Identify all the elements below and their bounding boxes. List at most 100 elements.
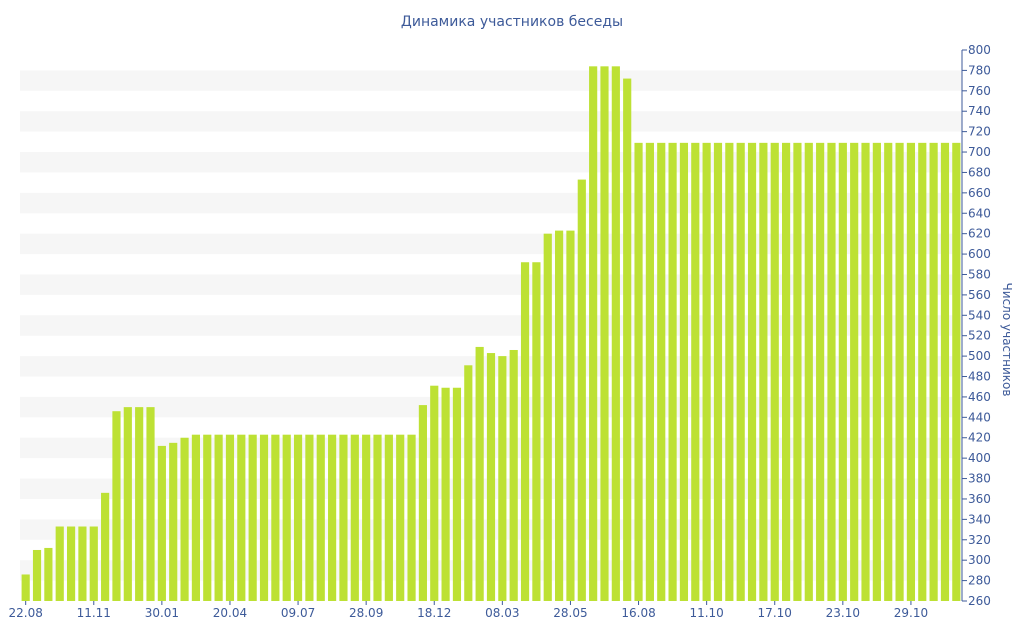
- bar: [169, 442, 178, 601]
- bar: [623, 78, 632, 601]
- bar: [782, 142, 791, 601]
- bar: [32, 549, 42, 601]
- bar: [146, 407, 155, 601]
- y-tick-label: 600: [968, 247, 991, 261]
- bar: [441, 387, 450, 601]
- bar: [611, 66, 620, 601]
- bar: [135, 407, 144, 601]
- bar: [634, 142, 643, 601]
- y-tick-label: 760: [968, 84, 991, 98]
- y-tick-label: 700: [968, 145, 991, 159]
- bar: [509, 349, 518, 601]
- bar: [214, 434, 223, 601]
- x-tick-label: 08.03: [485, 606, 519, 620]
- y-tick-label: 400: [968, 451, 991, 465]
- bar: [384, 434, 393, 601]
- bar: [430, 385, 439, 601]
- x-tick-label: 18.12: [417, 606, 451, 620]
- bar: [895, 142, 904, 601]
- y-tick-label: 500: [968, 349, 991, 363]
- x-tick-label: 09.07: [281, 606, 315, 620]
- bar: [702, 142, 711, 601]
- y-tick-label: 300: [968, 553, 991, 567]
- bar: [157, 445, 166, 601]
- bar: [259, 434, 269, 601]
- bar: [543, 233, 552, 602]
- x-axis-ticks: 22.08 11.11 30.01 20.04 09.07 28.09 18.12 08.03…: [8, 601, 928, 620]
- bar: [691, 142, 700, 601]
- x-tick-label: 28.05: [553, 606, 587, 620]
- bar: [282, 434, 291, 601]
- bar: [271, 434, 280, 601]
- bar: [55, 526, 64, 601]
- bar: [566, 230, 575, 602]
- y-tick-label: 660: [968, 186, 991, 200]
- bar: [589, 66, 598, 601]
- bar: [736, 142, 745, 601]
- bar: [475, 346, 484, 601]
- bar: [555, 230, 564, 602]
- bar: [668, 142, 677, 601]
- bar: [759, 142, 768, 601]
- x-tick-label: 11.10: [689, 606, 723, 620]
- bar: [600, 66, 609, 601]
- bar: [293, 434, 303, 601]
- y-tick-label: 540: [968, 308, 991, 322]
- y-tick-label: 260: [968, 594, 991, 608]
- bar: [452, 387, 462, 601]
- bar: [850, 142, 859, 601]
- bar: [872, 142, 881, 601]
- bar: [316, 434, 325, 601]
- bar: [838, 142, 847, 601]
- y-tick-label: 480: [968, 370, 991, 384]
- bar: [906, 142, 916, 601]
- bar: [123, 407, 132, 601]
- y-tick-label: 320: [968, 533, 991, 547]
- x-tick-label: 30.01: [145, 606, 179, 620]
- bar: [747, 142, 757, 601]
- bar: [532, 262, 541, 601]
- y-tick-label: 440: [968, 410, 991, 424]
- y-tick-label: 780: [968, 63, 991, 77]
- bar: [305, 434, 314, 601]
- bar: [725, 142, 734, 601]
- bar: [713, 142, 723, 601]
- bar: [645, 142, 654, 601]
- bar: [66, 526, 76, 601]
- y-axis-ticks: 260 280 300 320 340 360 380 400 420 440 460 480 500 5…: [962, 43, 991, 608]
- bar: [339, 434, 348, 601]
- bar: [952, 142, 961, 601]
- bar: [203, 434, 212, 601]
- bar: [191, 434, 200, 601]
- bar: [679, 142, 689, 601]
- bar: [396, 434, 405, 601]
- y-tick-label: 720: [968, 125, 991, 139]
- y-tick-label: 340: [968, 512, 991, 526]
- bar: [770, 142, 779, 601]
- bar-series: [21, 66, 961, 602]
- x-tick-label: 17.10: [758, 606, 792, 620]
- bar: [929, 142, 938, 601]
- bar: [827, 142, 836, 601]
- y-axis-title: Число участников: [1000, 283, 1014, 397]
- bar: [89, 526, 98, 601]
- bar: [816, 142, 825, 601]
- bar: [237, 434, 246, 601]
- x-tick-label: 22.08: [8, 606, 42, 620]
- bar: [407, 434, 416, 601]
- bar: [884, 142, 893, 601]
- bar: [101, 492, 110, 601]
- y-tick-label: 640: [968, 206, 991, 220]
- grid-band: [20, 70, 962, 91]
- bar: [362, 434, 371, 601]
- y-tick-label: 560: [968, 288, 991, 302]
- bar: [373, 434, 382, 601]
- y-tick-label: 580: [968, 267, 991, 281]
- x-tick-label: 16.08: [621, 606, 655, 620]
- bar: [112, 411, 121, 601]
- x-tick-label: 20.04: [213, 606, 247, 620]
- bar: [464, 365, 473, 601]
- bar: [78, 526, 87, 601]
- chart-title: Динамика участников беседы: [400, 14, 624, 30]
